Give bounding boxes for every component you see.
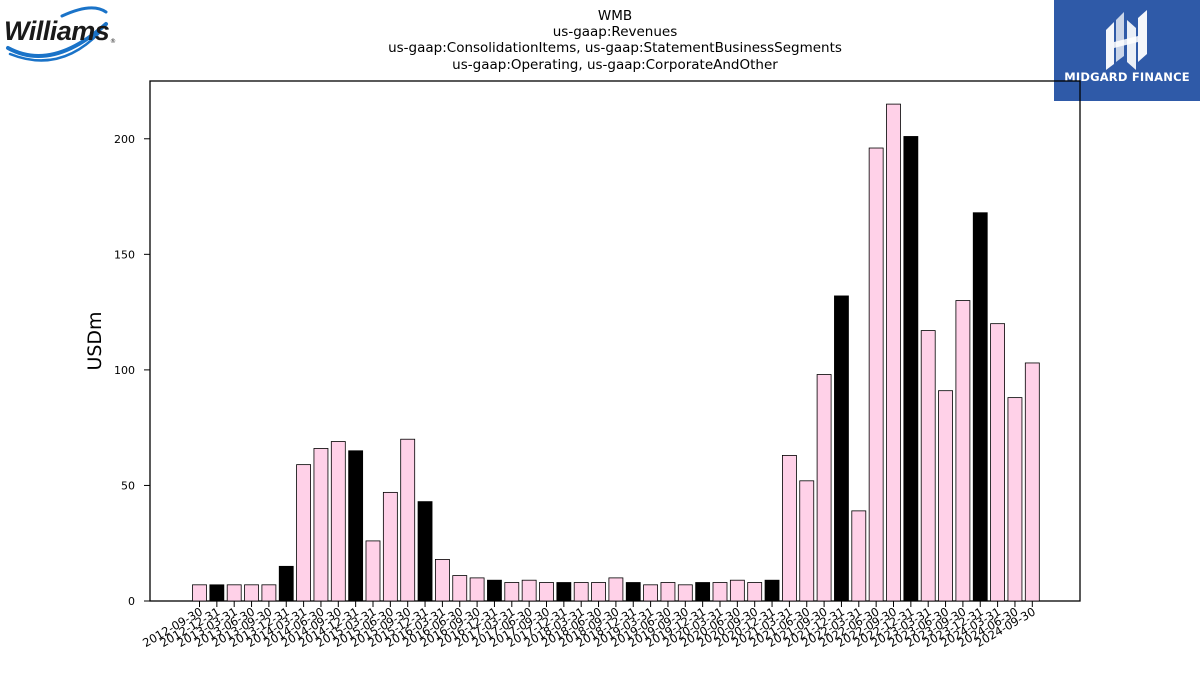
title-line-2: us-gaap:Revenues: [553, 24, 678, 40]
bar-2022-03-31: [851, 510, 867, 602]
bar-2022-12-31: [903, 136, 919, 602]
williams-logo: Williams ®: [2, 2, 120, 68]
svg-text:®: ®: [110, 38, 116, 45]
williams-logo-text: Williams: [4, 16, 110, 46]
bar-2012-12-31: [209, 584, 225, 602]
bar-2017-03-31: [504, 582, 520, 602]
bar-2016-06-30: [452, 575, 468, 602]
bar-2020-09-30: [747, 582, 763, 602]
bar-2020-12-31: [764, 579, 780, 602]
bar-2021-03-31: [782, 454, 797, 602]
bar-2020-06-30: [729, 579, 745, 602]
y-tick-label: 50: [121, 479, 135, 492]
x-axis: 2012-09-302012-12-312013-03-312013-06-30…: [140, 601, 1038, 650]
bar-2014-06-30: [313, 448, 329, 602]
bar-2014-09-30: [330, 441, 346, 602]
bar-2017-06-30: [521, 579, 537, 602]
bar-2012-09-30: [192, 584, 207, 602]
bar-2016-03-31: [434, 559, 450, 602]
bar-2018-06-30: [591, 582, 606, 602]
chart-title: WMB us-gaap:Revenues us-gaap:Consolidati…: [388, 8, 842, 73]
y-axis-label: USDm: [84, 311, 106, 370]
midgard-finance-logo: MIDGARD FINANCE: [1054, 0, 1200, 101]
bar-2013-09-30: [261, 584, 277, 602]
bar-2019-12-31: [695, 582, 711, 602]
bar-2017-09-30: [539, 582, 554, 602]
bar-2014-12-31: [348, 450, 364, 602]
title-line-4: us-gaap:Operating, us-gaap:CorporateAndO…: [452, 57, 778, 73]
bar-2022-09-30: [886, 103, 901, 602]
bar-2013-12-31: [278, 565, 294, 602]
bar-2024-06-30: [1007, 397, 1023, 602]
y-tick-label: 200: [114, 133, 135, 146]
y-tick-label: 150: [114, 248, 135, 261]
bar-2019-03-31: [643, 584, 658, 602]
bar-2023-03-31: [920, 330, 936, 602]
y-axis: 0 50 100 150 200: [114, 133, 150, 608]
bar-2018-12-31: [625, 582, 641, 602]
title-line-1: WMB: [598, 8, 632, 24]
bar-2024-03-31: [990, 323, 1005, 602]
bar-2015-09-30: [400, 438, 416, 602]
bar-2021-09-30: [816, 374, 832, 602]
bar-2023-12-31: [972, 212, 988, 602]
bar-2013-03-31: [226, 584, 242, 602]
bar-2020-03-31: [712, 582, 728, 602]
bar-2023-09-30: [955, 300, 971, 602]
bar-2015-06-30: [382, 491, 398, 602]
bar-2015-03-31: [365, 540, 381, 602]
y-tick-label: 100: [114, 364, 135, 377]
bars: [192, 103, 1040, 602]
bar-2017-12-31: [556, 582, 572, 602]
bar-2014-03-31: [296, 464, 312, 602]
bar-2024-09-30: [1024, 362, 1040, 602]
bar-2019-09-30: [677, 584, 693, 602]
bar-2021-12-31: [834, 295, 849, 602]
bar-2021-06-30: [799, 480, 815, 602]
bar-2019-06-30: [660, 582, 676, 602]
bar-2022-06-30: [868, 147, 884, 602]
bar-2018-09-30: [608, 577, 624, 602]
bar-2018-03-31: [573, 582, 589, 602]
bar-2016-12-31: [487, 579, 502, 602]
bar-2015-12-31: [417, 501, 433, 602]
bar-2013-06-30: [244, 584, 259, 602]
title-line-3: us-gaap:ConsolidationItems, us-gaap:Stat…: [388, 40, 842, 56]
bar-2016-09-30: [469, 577, 485, 602]
midgard-finance-logo-text: MIDGARD FINANCE: [1064, 70, 1190, 84]
bar-2023-06-30: [938, 390, 953, 602]
y-tick-label: 0: [128, 595, 135, 608]
